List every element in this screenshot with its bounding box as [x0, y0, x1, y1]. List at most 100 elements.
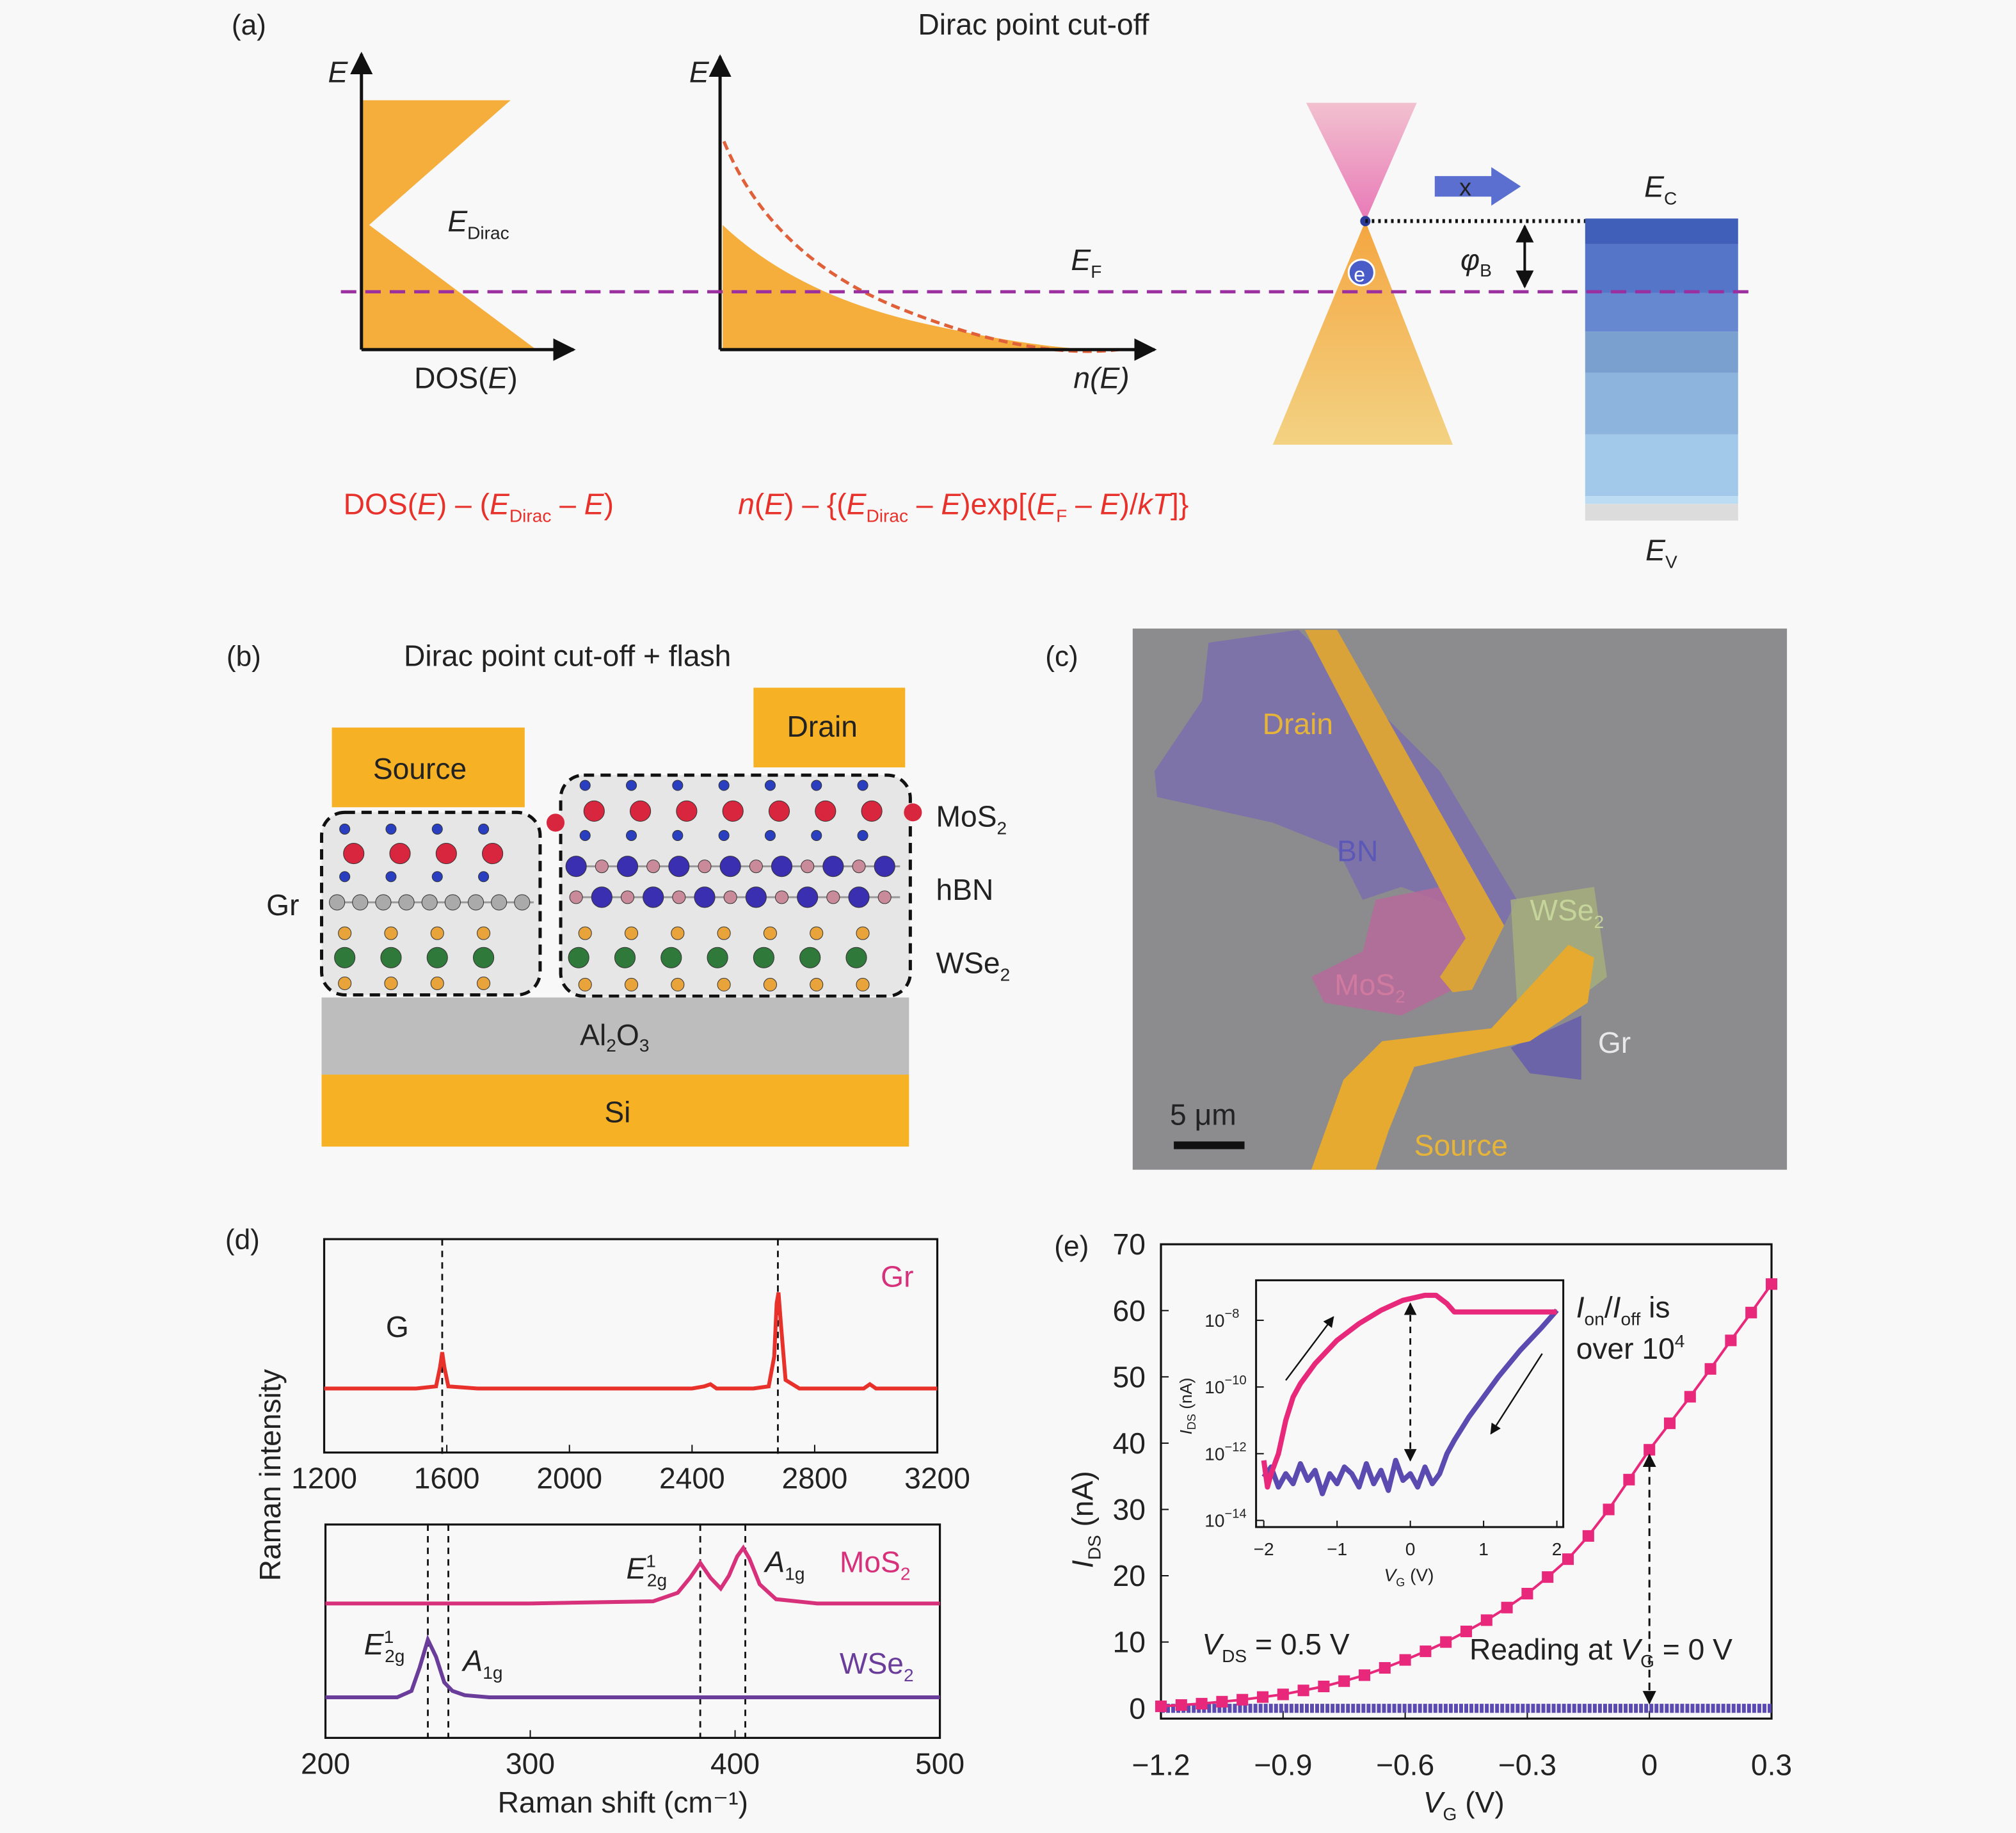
wse2-text: WSe2	[1530, 893, 1604, 932]
se-atom	[856, 926, 870, 940]
x-tick-label: −2	[1254, 1539, 1274, 1559]
semiconductor-band	[1585, 218, 1738, 521]
s-atom	[431, 823, 443, 835]
x-tick-label: 2400	[659, 1462, 725, 1495]
s-atom	[811, 780, 822, 791]
se-atom	[856, 977, 870, 991]
on-state-point	[1704, 1363, 1716, 1375]
on-state-point	[1440, 1636, 1452, 1648]
band-stripe	[1585, 292, 1738, 332]
b-atom	[774, 890, 789, 904]
y-tick-label: 10−12	[1204, 1440, 1246, 1464]
reverse-sweep-arrow	[1490, 1353, 1543, 1435]
se-atom	[671, 926, 685, 940]
on-state-point	[1155, 1701, 1167, 1713]
mos2-e2g-label: E1 2g	[627, 1551, 668, 1590]
reading-annotation: Reading at VG = 0 V	[1469, 1633, 1732, 1671]
se-atom	[810, 977, 824, 991]
on-state-point	[1318, 1680, 1330, 1693]
y-tick-label: 50	[1113, 1360, 1146, 1393]
mos2-spectrum	[325, 1544, 940, 1606]
n-dashed-curve	[722, 140, 1119, 353]
se-atom	[717, 977, 731, 991]
inset-x-label-part: V	[1384, 1565, 1397, 1585]
s-atom	[478, 823, 490, 835]
x-tick-label: 0	[1641, 1749, 1658, 1782]
x-tick-label: 0	[1405, 1539, 1416, 1559]
se-atom	[384, 926, 398, 940]
scale-bar	[1174, 1141, 1245, 1149]
w-atom	[845, 947, 867, 968]
n-atom	[745, 886, 767, 908]
on-state-point	[1460, 1625, 1473, 1638]
x-tick-label: −1.2	[1132, 1749, 1190, 1782]
source-contact	[332, 727, 525, 808]
x-tick-label: 400	[710, 1747, 760, 1781]
panel-a-label: (a)	[232, 10, 266, 41]
forward-sweep-arrow	[1285, 1316, 1334, 1381]
electron-label: e	[1354, 263, 1365, 286]
s-atom	[478, 871, 490, 883]
on-state-point	[1745, 1306, 1757, 1318]
on-state-point	[1277, 1688, 1289, 1701]
s-atom	[857, 780, 868, 791]
on-state-point	[1256, 1691, 1269, 1703]
b-atom	[826, 890, 840, 904]
w-atom	[334, 947, 356, 968]
mo-atom	[343, 843, 365, 865]
dos-fill	[361, 100, 536, 350]
x-arrow-label: x	[1459, 173, 1471, 201]
w-atom	[426, 947, 448, 968]
al2o3-layer	[321, 997, 909, 1075]
se-atom	[763, 926, 777, 940]
panel-b-label: (b)	[227, 641, 261, 672]
on-off-annotation: Ion/Ioff is	[1576, 1291, 1670, 1329]
gr-text: Gr	[1598, 1026, 1631, 1059]
x-tick-label: 2800	[782, 1462, 848, 1495]
n-formula: n(E) – {(EDirac – E)exp[(EF – E)/kT]}	[738, 487, 1188, 525]
carbon-atom	[514, 894, 531, 911]
wse2-a1g-label: A1g	[461, 1644, 502, 1683]
s-atom	[625, 829, 637, 842]
mo-atom	[389, 843, 411, 865]
se-atom	[624, 926, 639, 940]
raman-gr-chart: 1200 1600 2000 2400 2800 3200	[291, 1238, 970, 1495]
s-atom	[672, 829, 684, 842]
on-state-point	[1297, 1685, 1309, 1697]
s-atom	[764, 780, 776, 791]
y-tick-label: 10−10	[1204, 1373, 1246, 1397]
b-atom	[723, 890, 737, 904]
se-atom	[477, 976, 491, 990]
on-state-point	[1420, 1645, 1432, 1658]
b-atom	[620, 890, 635, 904]
mo-atom	[546, 813, 565, 832]
se-atom	[717, 926, 731, 940]
n-atom	[797, 886, 819, 908]
ec-label: EC	[1644, 170, 1677, 208]
mo-atom	[768, 800, 790, 822]
drain-text: Drain	[1263, 707, 1333, 740]
raman-tmd-chart: 200 300 400 500	[301, 1523, 964, 1781]
w-atom	[753, 947, 774, 968]
s-atom	[339, 823, 351, 835]
mo-atom	[482, 843, 504, 865]
n-atom	[719, 856, 741, 877]
n-atom	[694, 886, 716, 908]
drain-contact	[753, 687, 906, 768]
inset-x-label: VG (V)	[1384, 1565, 1434, 1589]
hbn-label: hBN	[936, 873, 994, 906]
w-atom	[614, 947, 636, 968]
x-tick-label: 500	[915, 1747, 964, 1781]
panel-a: (a) Dirac point cut-off E DOS(E) EDirac …	[232, 8, 1755, 572]
n-x-label: n(E)	[1073, 362, 1129, 395]
electron-icon	[1347, 259, 1375, 287]
s-atom	[857, 829, 868, 842]
on-state-point	[1663, 1417, 1676, 1429]
raman-top-axes	[323, 1238, 939, 1454]
n-atom	[848, 886, 870, 908]
reverse-sweep	[1261, 1308, 1559, 1496]
bn-text: BN	[1337, 835, 1378, 868]
b-atom	[698, 860, 712, 874]
